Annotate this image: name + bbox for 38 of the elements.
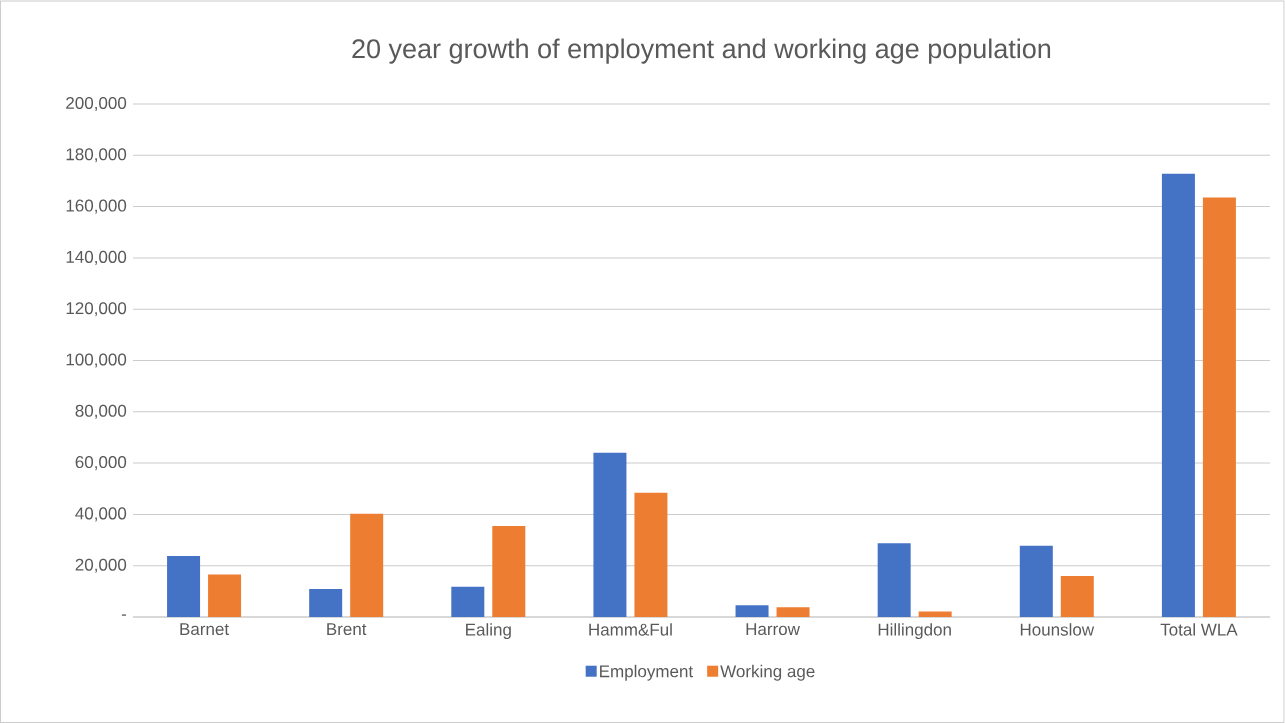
bar	[776, 607, 810, 617]
y-tick-label: 140,000	[66, 250, 127, 265]
x-tick-label: Hounslow	[1020, 623, 1095, 636]
bar	[208, 574, 242, 617]
x-tick-label: Hillingdon	[878, 623, 951, 640]
y-tick-label: 80,000	[75, 404, 127, 419]
bar	[1202, 197, 1236, 617]
bar	[309, 589, 343, 617]
y-tick-label: -	[121, 614, 127, 616]
y-tick-label: 120,000	[66, 302, 127, 317]
y-tick-label: 60,000	[75, 456, 127, 471]
legend-label: Employment	[600, 664, 694, 681]
y-tick-label: 160,000	[66, 199, 127, 214]
bar	[1019, 545, 1053, 617]
x-tick-label: Ealing	[466, 623, 511, 640]
bar	[877, 543, 911, 617]
y-tick-label: 40,000	[75, 507, 127, 522]
bar	[350, 513, 384, 617]
chart-title: 20 year growth of employment and working age population	[352, 38, 1051, 64]
y-tick-label: 100,000	[66, 353, 127, 368]
bar	[167, 555, 201, 617]
x-tick-label: Barnet	[180, 623, 229, 636]
x-tick-label: Total WLA	[1160, 623, 1238, 636]
y-tick-label: 200,000	[66, 96, 127, 112]
x-tick-label: Hamm&Ful	[589, 623, 672, 636]
bar	[593, 452, 627, 617]
bar	[451, 586, 485, 617]
y-tick-label: 180,000	[66, 148, 127, 163]
bar	[918, 611, 952, 617]
legend-label: Working age	[720, 664, 815, 681]
y-tick-label: 20,000	[75, 558, 127, 573]
bar	[634, 492, 668, 617]
bar	[735, 605, 769, 617]
x-tick-label: Brent	[327, 623, 367, 636]
bar	[1161, 173, 1195, 617]
bar	[1060, 575, 1094, 617]
bar	[492, 525, 526, 617]
x-tick-label: Harrow	[746, 623, 800, 636]
